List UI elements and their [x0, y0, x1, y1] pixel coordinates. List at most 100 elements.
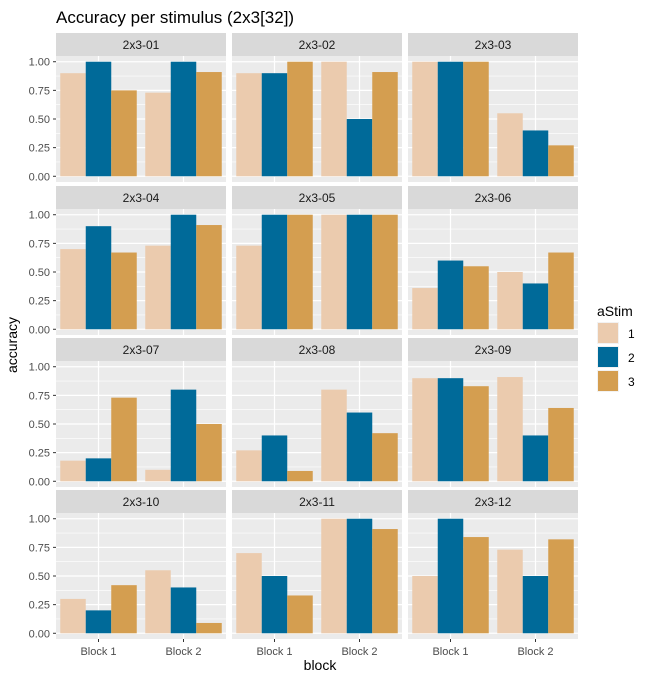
y-tick-label: 0.50 — [29, 267, 50, 279]
x-tick-label: Block 1 — [80, 646, 116, 658]
bar — [346, 518, 373, 634]
bar — [497, 272, 523, 330]
panel-strip — [408, 490, 578, 513]
bar — [170, 61, 197, 177]
bar — [412, 61, 438, 177]
y-tick-label: 0.75 — [29, 542, 50, 554]
panel-strip-label: 2x3-06 — [475, 191, 512, 205]
bar — [412, 378, 438, 482]
y-tick-label: 0.50 — [29, 571, 50, 583]
y-tick-label: 0.00 — [29, 324, 50, 336]
bar — [437, 260, 464, 330]
facet-panel: 2x3-10 0.00 0.25 0.50 0.75 1.00 Block 1 Block 2 — [29, 490, 226, 658]
bar — [437, 518, 464, 634]
legend-label: 1 — [628, 327, 635, 341]
panel-strip — [232, 490, 402, 513]
bar — [287, 595, 313, 634]
bar — [548, 252, 574, 330]
bar — [497, 549, 523, 634]
bar — [60, 249, 86, 330]
legend-key-swatch — [598, 323, 618, 343]
bar — [522, 435, 549, 482]
bar — [372, 214, 398, 330]
panel-strip — [408, 33, 578, 56]
bar — [372, 433, 398, 482]
bar — [346, 412, 373, 482]
panel-strip-label: 2x3-07 — [123, 343, 160, 357]
legend-key-swatch — [598, 347, 618, 367]
facet-panel: 2x3-08 — [232, 338, 402, 487]
bar — [170, 214, 197, 330]
bar — [437, 61, 464, 177]
panel-strip-label: 2x3-01 — [123, 38, 160, 52]
bar — [321, 518, 347, 634]
panel-strip-label: 2x3-10 — [123, 495, 160, 509]
y-tick-label: 1.00 — [29, 210, 50, 222]
facet-panel: 2x3-04 0.00 0.25 0.50 0.75 1.00 — [29, 186, 226, 336]
bar — [261, 435, 288, 482]
panel-strip — [232, 33, 402, 56]
y-tick-label: 0.25 — [29, 143, 50, 155]
bar — [196, 225, 222, 330]
panel-strip-label: 2x3-12 — [475, 495, 512, 509]
facet-panel: 2x3-03 — [408, 33, 578, 182]
facet-panel: 2x3-11 Block 1 Block 2 — [232, 490, 402, 658]
x-axis-title: block — [304, 657, 338, 673]
bar — [145, 245, 171, 330]
y-tick-label: 0.75 — [29, 238, 50, 250]
y-tick-label: 0.25 — [29, 600, 50, 612]
bar — [85, 226, 112, 330]
bar — [85, 61, 112, 177]
panel-strip — [232, 186, 402, 209]
facet-panel: 2x3-07 0.00 0.25 0.50 0.75 1.00 — [29, 338, 226, 488]
facet-panel: 2x3-06 — [408, 186, 578, 335]
panel-strip-label: 2x3-05 — [299, 191, 336, 205]
bar — [261, 576, 288, 634]
panel-strip — [56, 338, 226, 361]
bar — [321, 61, 347, 177]
y-tick-label: 0.00 — [29, 171, 50, 183]
bar — [196, 424, 222, 482]
bar — [60, 460, 86, 482]
bar — [145, 469, 171, 482]
bar — [372, 72, 398, 177]
bar — [60, 598, 86, 634]
bar — [548, 145, 574, 177]
panel-strip — [56, 33, 226, 56]
y-tick-label: 0.50 — [29, 419, 50, 431]
bar — [85, 458, 112, 482]
facet-panel: 2x3-05 — [232, 186, 402, 335]
x-tick-label: Block 1 — [256, 646, 292, 658]
bar — [548, 407, 574, 482]
bar — [463, 386, 489, 482]
facet-panel: 2x3-02 — [232, 33, 402, 182]
x-tick-label: Block 2 — [165, 646, 201, 658]
bar — [522, 576, 549, 634]
y-tick-label: 0.00 — [29, 476, 50, 488]
bar — [111, 252, 137, 330]
y-tick-label: 1.00 — [29, 514, 50, 526]
panel-strip — [56, 490, 226, 513]
bar — [196, 72, 222, 177]
y-tick-label: 1.00 — [29, 57, 50, 69]
y-tick-label: 0.75 — [29, 390, 50, 402]
panel-strip-label: 2x3-08 — [299, 343, 336, 357]
bar — [85, 610, 112, 634]
bar — [497, 113, 523, 177]
bar — [412, 576, 438, 634]
bar — [60, 73, 86, 177]
bar — [346, 214, 373, 330]
panel-strip-label: 2x3-09 — [475, 343, 512, 357]
bar — [236, 73, 262, 177]
bar — [111, 585, 137, 634]
bar — [372, 529, 398, 634]
facet-panel: 2x3-01 0.00 0.25 0.50 0.75 1.00 — [29, 33, 226, 183]
legend-key-swatch — [598, 371, 618, 391]
x-tick-label: Block 2 — [341, 646, 377, 658]
bar — [321, 214, 347, 330]
bar — [522, 130, 549, 177]
legend-title: aStim — [597, 303, 633, 319]
bar — [261, 214, 288, 330]
panel-strip — [56, 186, 226, 209]
y-tick-label: 0.00 — [29, 628, 50, 640]
